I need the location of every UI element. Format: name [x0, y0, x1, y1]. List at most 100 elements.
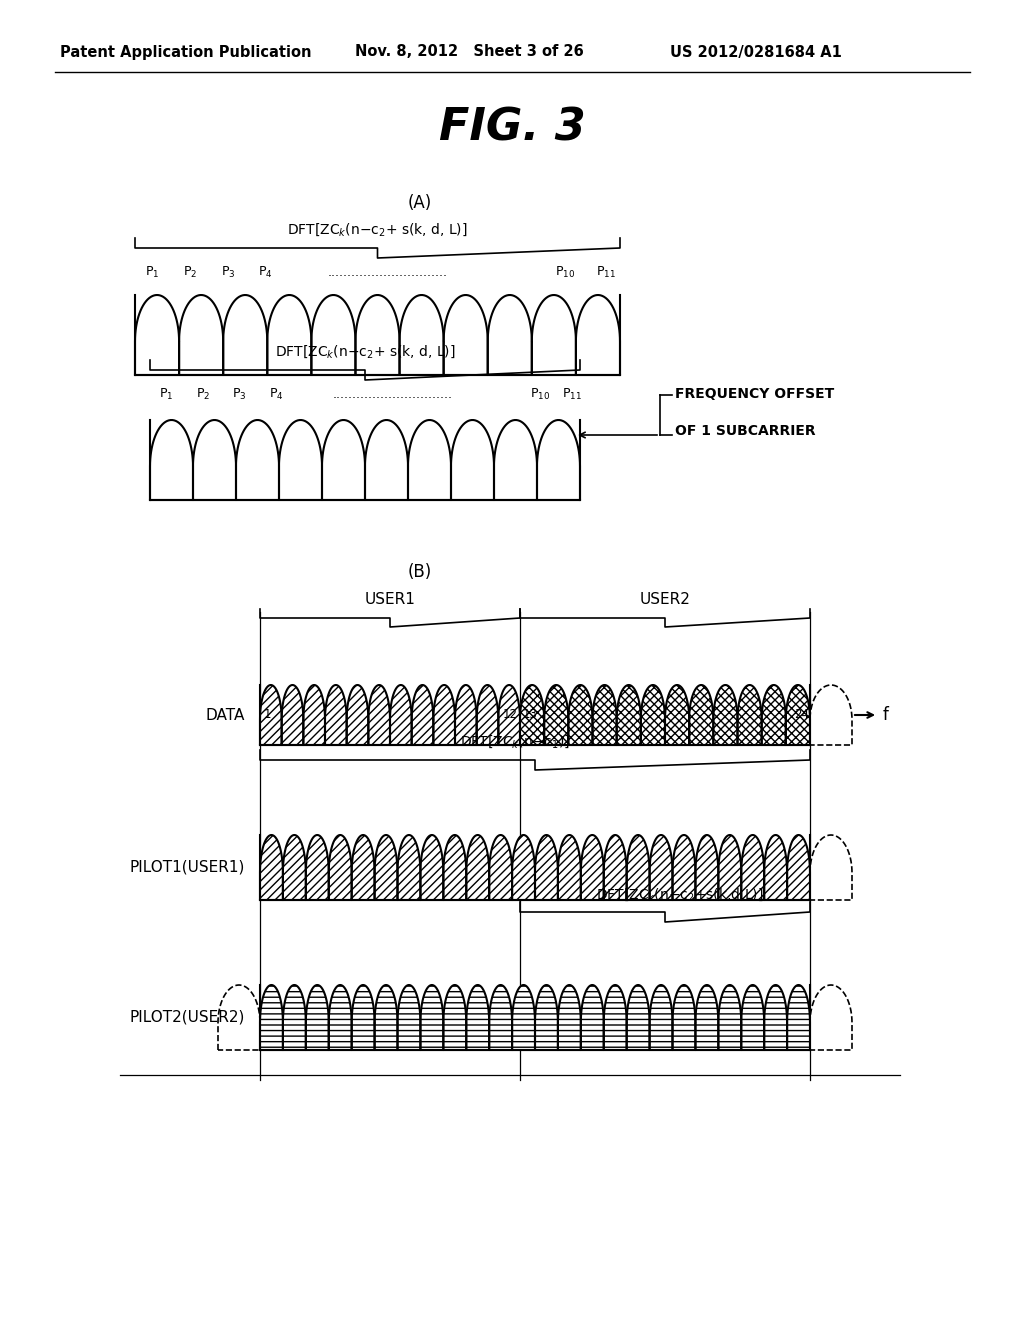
Polygon shape — [810, 985, 852, 1049]
Polygon shape — [762, 685, 785, 744]
Text: DFT[ZC$_k$(n−c$_1$)]: DFT[ZC$_k$(n−c$_1$)] — [460, 734, 570, 750]
Polygon shape — [649, 836, 673, 900]
Text: USER2: USER2 — [640, 593, 690, 607]
Polygon shape — [741, 985, 764, 1049]
Text: P$_4$: P$_4$ — [258, 264, 272, 280]
Polygon shape — [443, 836, 466, 900]
Polygon shape — [764, 985, 787, 1049]
Polygon shape — [433, 685, 455, 744]
Text: f: f — [883, 706, 889, 723]
Polygon shape — [695, 836, 718, 900]
Text: OF 1 SUBCARRIER: OF 1 SUBCARRIER — [675, 424, 816, 438]
Polygon shape — [306, 985, 329, 1049]
Polygon shape — [466, 985, 489, 1049]
Polygon shape — [544, 685, 568, 744]
Text: Patent Application Publication: Patent Application Publication — [60, 45, 311, 59]
Polygon shape — [718, 985, 741, 1049]
Polygon shape — [604, 985, 627, 1049]
Text: P$_3$: P$_3$ — [221, 264, 236, 280]
Polygon shape — [283, 836, 306, 900]
Polygon shape — [351, 985, 375, 1049]
Polygon shape — [412, 685, 433, 744]
Polygon shape — [408, 420, 451, 500]
Polygon shape — [355, 296, 399, 375]
Polygon shape — [737, 685, 762, 744]
Polygon shape — [593, 685, 616, 744]
Polygon shape — [499, 685, 520, 744]
Text: FREQUENCY OFFSET: FREQUENCY OFFSET — [675, 387, 835, 401]
Polygon shape — [283, 985, 306, 1049]
Polygon shape — [399, 296, 443, 375]
Polygon shape — [665, 685, 689, 744]
Polygon shape — [351, 836, 375, 900]
Polygon shape — [443, 985, 466, 1049]
Text: DATA: DATA — [206, 708, 245, 722]
Text: PILOT2(USER2): PILOT2(USER2) — [130, 1010, 245, 1026]
Text: P$_1$: P$_1$ — [159, 387, 173, 401]
Polygon shape — [369, 685, 390, 744]
Polygon shape — [581, 985, 604, 1049]
Polygon shape — [718, 836, 741, 900]
Polygon shape — [764, 836, 787, 900]
Polygon shape — [260, 685, 282, 744]
Text: 12: 12 — [503, 709, 517, 722]
Polygon shape — [489, 985, 512, 1049]
Polygon shape — [218, 985, 260, 1049]
Polygon shape — [494, 420, 537, 500]
Polygon shape — [267, 296, 311, 375]
Polygon shape — [451, 420, 494, 500]
Polygon shape — [520, 685, 544, 744]
Text: PILOT1(USER1): PILOT1(USER1) — [130, 861, 245, 875]
Polygon shape — [329, 985, 351, 1049]
Polygon shape — [581, 836, 604, 900]
Text: DFT[ZC$_k$(n−c$_2$+ s(k, d, L)]: DFT[ZC$_k$(n−c$_2$+ s(k, d, L)] — [274, 343, 456, 360]
Text: DFT[ZC$_k$(n−c$_2$+ s(k, d, L)]: DFT[ZC$_k$(n−c$_2$+ s(k, d, L)] — [287, 222, 468, 239]
Polygon shape — [260, 985, 283, 1049]
Polygon shape — [558, 985, 581, 1049]
Polygon shape — [375, 985, 397, 1049]
Text: P$_{11}$: P$_{11}$ — [562, 387, 582, 401]
Polygon shape — [487, 296, 531, 375]
Polygon shape — [365, 420, 408, 500]
Text: DFT[ZC$_k$(n−c$_2$+s(k,d,L)]: DFT[ZC$_k$(n−c$_2$+s(k,d,L)] — [596, 887, 764, 903]
Polygon shape — [466, 836, 489, 900]
Polygon shape — [347, 685, 369, 744]
Text: P$_3$: P$_3$ — [231, 387, 246, 401]
Polygon shape — [641, 685, 665, 744]
Polygon shape — [616, 685, 641, 744]
Polygon shape — [535, 985, 558, 1049]
Polygon shape — [558, 836, 581, 900]
Polygon shape — [179, 296, 223, 375]
Polygon shape — [627, 985, 649, 1049]
Text: P$_{10}$: P$_{10}$ — [529, 387, 550, 401]
Polygon shape — [604, 836, 627, 900]
Polygon shape — [397, 985, 421, 1049]
Text: USER1: USER1 — [365, 593, 416, 607]
Text: P$_1$: P$_1$ — [144, 264, 159, 280]
Polygon shape — [489, 836, 512, 900]
Text: FIG. 3: FIG. 3 — [438, 107, 586, 149]
Polygon shape — [689, 685, 714, 744]
Text: P$_2$: P$_2$ — [196, 387, 210, 401]
Polygon shape — [322, 420, 365, 500]
Polygon shape — [311, 296, 355, 375]
Polygon shape — [306, 836, 329, 900]
Text: (B): (B) — [408, 564, 432, 581]
Polygon shape — [535, 836, 558, 900]
Polygon shape — [223, 296, 267, 375]
Polygon shape — [810, 836, 852, 900]
Polygon shape — [390, 685, 412, 744]
Polygon shape — [568, 685, 593, 744]
Polygon shape — [455, 685, 476, 744]
Polygon shape — [531, 296, 575, 375]
Polygon shape — [512, 985, 535, 1049]
Polygon shape — [673, 836, 695, 900]
Polygon shape — [649, 985, 673, 1049]
Polygon shape — [785, 685, 810, 744]
Polygon shape — [325, 685, 347, 744]
Text: 24: 24 — [795, 709, 810, 722]
Polygon shape — [741, 836, 764, 900]
Polygon shape — [193, 420, 236, 500]
Text: P$_{10}$: P$_{10}$ — [555, 264, 575, 280]
Text: P$_{11}$: P$_{11}$ — [596, 264, 616, 280]
